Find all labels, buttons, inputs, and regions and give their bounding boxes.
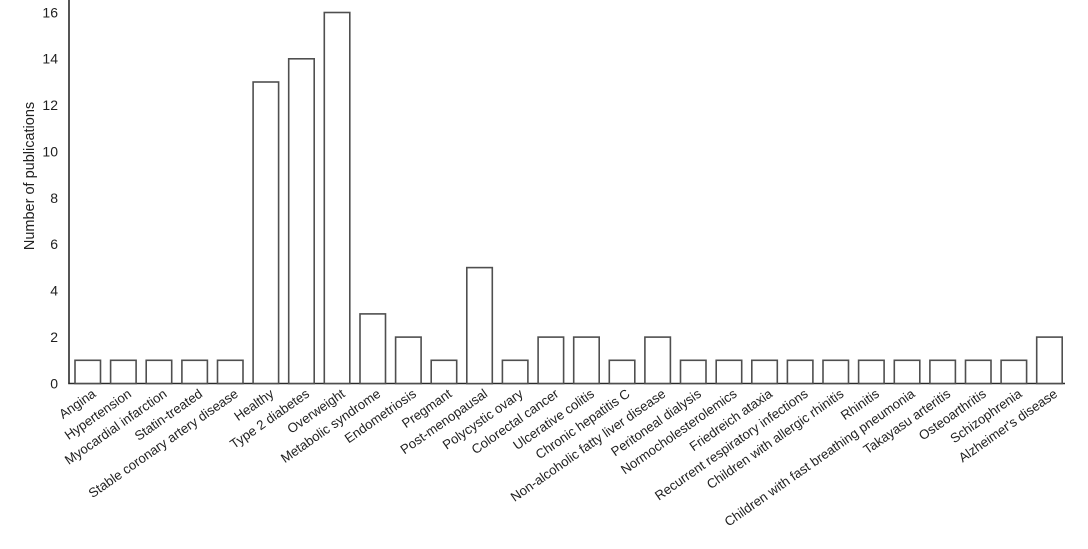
bar <box>750 359 779 385</box>
y-tick-label: 16 <box>42 4 58 20</box>
bar <box>715 359 743 385</box>
y-tick-label: 12 <box>42 97 58 113</box>
bar <box>822 359 850 385</box>
bar <box>679 359 707 385</box>
bar <box>1035 336 1063 385</box>
y-tick-label: 8 <box>50 190 58 206</box>
bar <box>181 359 209 385</box>
bar <box>465 266 494 385</box>
bar <box>786 359 814 385</box>
bar <box>964 359 992 385</box>
bar <box>287 57 316 385</box>
bar <box>74 359 102 385</box>
y-tick-label: 0 <box>50 375 58 391</box>
bar <box>430 359 458 385</box>
y-tick-label: 2 <box>50 329 58 345</box>
bar <box>608 359 636 385</box>
y-tick-label: 14 <box>42 51 58 67</box>
y-axis-title: Number of publications <box>22 102 38 250</box>
y-tick-label: 6 <box>50 236 58 252</box>
bar <box>394 336 422 385</box>
bar <box>929 359 957 385</box>
bar <box>1000 359 1028 385</box>
bars-group <box>74 11 1063 385</box>
bar <box>857 359 885 385</box>
bar <box>572 336 601 385</box>
bar <box>359 313 387 385</box>
y-tick-label: 4 <box>50 283 58 299</box>
y-tick-labels: 0 2 4 6 8 10 12 14 16 <box>42 4 58 391</box>
bar <box>501 359 529 385</box>
bar <box>537 336 565 385</box>
bar <box>109 359 137 385</box>
bar <box>145 359 173 385</box>
bar <box>323 11 351 385</box>
bar <box>644 336 672 385</box>
bar <box>216 359 244 385</box>
bar <box>893 359 921 385</box>
bar <box>252 81 280 385</box>
y-tick-label: 10 <box>42 143 58 159</box>
